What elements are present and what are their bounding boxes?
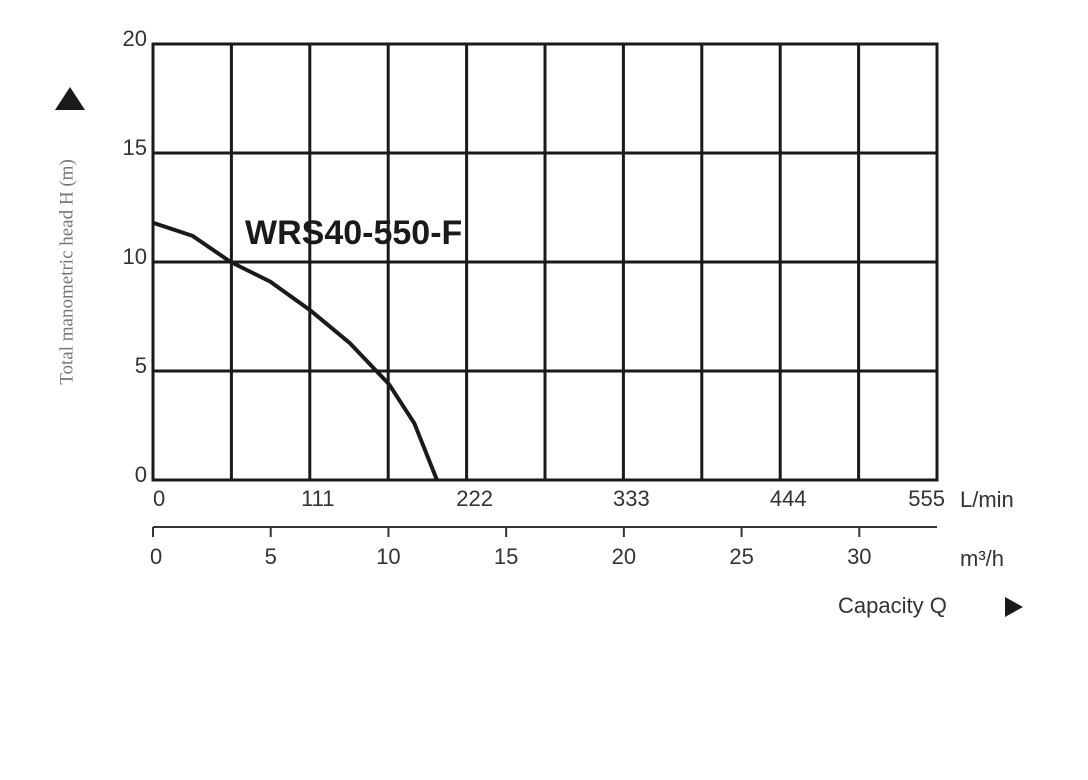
curve-label: WRS40-550-F [245, 214, 462, 252]
x-tick-label: 0 [153, 486, 165, 511]
x2-tick-label: 5 [265, 544, 277, 569]
x-arrow [1005, 597, 1023, 617]
x2-unit: m³/h [960, 546, 1004, 571]
x-tick-label: 333 [613, 486, 650, 511]
y-tick-label: 10 [123, 244, 147, 269]
y-tick-label: 5 [135, 353, 147, 378]
x-tick-label: 222 [456, 486, 493, 511]
x2-tick-label: 20 [612, 544, 636, 569]
x-title: Capacity Q [838, 593, 947, 618]
x2-tick-label: 10 [376, 544, 400, 569]
x-unit: L/min [960, 487, 1014, 512]
y-tick-label: 0 [135, 462, 147, 487]
x2-tick-label: 0 [150, 544, 162, 569]
y-arrow [55, 87, 85, 110]
y-tick-label: 20 [123, 26, 147, 51]
x-tick-label: 444 [770, 486, 807, 511]
x2-tick-label: 15 [494, 544, 518, 569]
y-tick-label: 15 [123, 135, 147, 160]
x-tick-label: 555 [908, 486, 945, 511]
x-tick-label: 111 [301, 486, 334, 511]
pump-curve [152, 220, 439, 481]
x2-tick-label: 25 [729, 544, 753, 569]
x2-tick-label: 30 [847, 544, 871, 569]
y-axis-label: Total manometric head H (m) [56, 159, 77, 385]
